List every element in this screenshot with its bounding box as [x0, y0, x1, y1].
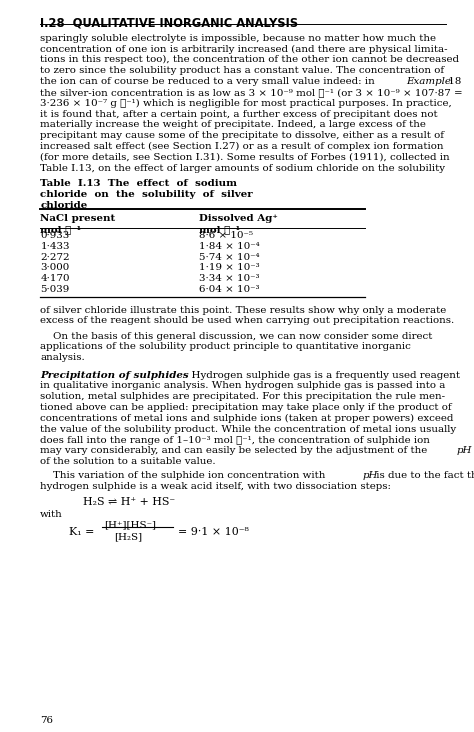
- Text: 1·19 × 10⁻³: 1·19 × 10⁻³: [199, 264, 260, 272]
- Text: This variation of the sulphide ion concentration with: This variation of the sulphide ion conce…: [40, 471, 329, 480]
- Text: Table I.13, on the effect of larger amounts of sodium chloride on the solubility: Table I.13, on the effect of larger amou…: [40, 164, 445, 173]
- Text: = 9·1 × 10⁻⁸: = 9·1 × 10⁻⁸: [178, 526, 249, 537]
- Text: analysis.: analysis.: [40, 354, 85, 362]
- Text: 3·34 × 10⁻³: 3·34 × 10⁻³: [199, 274, 260, 283]
- Text: Hydrogen sulphide gas is a frequently used reagent: Hydrogen sulphide gas is a frequently us…: [184, 370, 460, 380]
- Text: Table  I.13  The  effect  of  sodium: Table I.13 The effect of sodium: [40, 179, 237, 188]
- Text: hydrogen sulphide is a weak acid itself, with two dissociation steps:: hydrogen sulphide is a weak acid itself,…: [40, 482, 392, 491]
- Text: 5·039: 5·039: [40, 285, 70, 294]
- Text: may vary considerably, and can easily be selected by the adjustment of the: may vary considerably, and can easily be…: [40, 447, 431, 455]
- Text: NaCl present: NaCl present: [40, 214, 116, 223]
- Text: pH: pH: [456, 447, 472, 455]
- Text: mol ℓ⁻¹: mol ℓ⁻¹: [199, 225, 240, 234]
- Text: mol ℓ⁻¹: mol ℓ⁻¹: [40, 225, 82, 234]
- Text: H₂S ⇌ H⁺ + HS⁻: H₂S ⇌ H⁺ + HS⁻: [83, 497, 175, 507]
- Text: solution, metal sulphides are precipitated. For this precipitation the rule men-: solution, metal sulphides are precipitat…: [40, 392, 446, 401]
- Text: to zero since the solubility product has a constant value. The concentration of: to zero since the solubility product has…: [40, 66, 445, 75]
- Text: 1·433: 1·433: [40, 242, 70, 250]
- Text: the silver-ion concentration is as low as 3 × 10⁻⁹ mol ℓ⁻¹ (or 3 × 10⁻⁹ × 107·87: the silver-ion concentration is as low a…: [40, 88, 463, 97]
- Text: Dissolved Ag⁺: Dissolved Ag⁺: [199, 214, 278, 223]
- Text: tioned above can be applied: precipitation may take place only if the product of: tioned above can be applied: precipitati…: [40, 403, 452, 412]
- Text: is due to the fact that: is due to the fact that: [374, 471, 474, 480]
- Text: 6·04 × 10⁻³: 6·04 × 10⁻³: [199, 285, 260, 294]
- Text: 3·000: 3·000: [40, 264, 70, 272]
- Text: 1·84 × 10⁻⁴: 1·84 × 10⁻⁴: [199, 242, 260, 250]
- Text: concentrations of metal ions and sulphide ions (taken at proper powers) exceed: concentrations of metal ions and sulphid…: [40, 414, 454, 423]
- Text: 8·6 × 10⁻⁵: 8·6 × 10⁻⁵: [199, 231, 253, 240]
- Text: On the basis of this general discussion, we can now consider some direct: On the basis of this general discussion,…: [40, 332, 433, 340]
- Text: of silver chloride illustrate this point. These results show why only a moderate: of silver chloride illustrate this point…: [40, 305, 447, 315]
- Text: Example: Example: [407, 77, 452, 86]
- Text: the value of the solubility product. While the concentration of metal ions usual: the value of the solubility product. Whi…: [40, 425, 456, 434]
- Text: Precipitation of sulphides: Precipitation of sulphides: [40, 370, 189, 380]
- Text: 5·74 × 10⁻⁴: 5·74 × 10⁻⁴: [199, 253, 260, 261]
- Text: it is found that, after a certain point, a further excess of precipitant does no: it is found that, after a certain point,…: [40, 110, 438, 119]
- Text: 0·933: 0·933: [40, 231, 70, 240]
- Text: of the solution to a suitable value.: of the solution to a suitable value.: [40, 458, 216, 466]
- Text: precipitant may cause some of the precipitate to dissolve, either as a result of: precipitant may cause some of the precip…: [40, 131, 444, 140]
- Text: sparingly soluble electrolyte is impossible, because no matter how much the: sparingly soluble electrolyte is impossi…: [40, 34, 436, 42]
- Text: 2·272: 2·272: [40, 253, 70, 261]
- Text: the ion can of course be reduced to a very small value indeed: in: the ion can of course be reduced to a ve…: [40, 77, 378, 86]
- Text: materially increase the weight of precipitate. Indeed, a large excess of the: materially increase the weight of precip…: [40, 120, 426, 130]
- Text: with: with: [40, 510, 63, 519]
- Text: increased salt effect (see Section I.27) or as a result of complex ion formation: increased salt effect (see Section I.27)…: [40, 142, 444, 151]
- Text: 3·236 × 10⁻⁷ g ℓ⁻¹) which is negligible for most practical purposes. In practice: 3·236 × 10⁻⁷ g ℓ⁻¹) which is negligible …: [40, 99, 452, 108]
- Text: [H⁺][HS⁻]: [H⁺][HS⁻]: [104, 520, 156, 530]
- Text: 4·170: 4·170: [40, 274, 70, 283]
- Text: [H₂S]: [H₂S]: [114, 533, 142, 542]
- Text: does fall into the range of 1–10⁻³ mol ℓ⁻¹, the concentration of sulphide ion: does fall into the range of 1–10⁻³ mol ℓ…: [40, 436, 430, 444]
- Text: 18: 18: [446, 77, 462, 86]
- Text: excess of the reagent should be used when carrying out precipitation reactions.: excess of the reagent should be used whe…: [40, 316, 455, 326]
- Text: pH: pH: [362, 471, 378, 480]
- Text: in qualitative inorganic analysis. When hydrogen sulphide gas is passed into a: in qualitative inorganic analysis. When …: [40, 381, 446, 390]
- Text: chloride  on  the  solubility  of  silver: chloride on the solubility of silver: [40, 190, 253, 198]
- Text: (for more details, see Section I.31). Some results of Forbes (1911), collected i: (for more details, see Section I.31). So…: [40, 153, 450, 162]
- Text: 76: 76: [40, 716, 53, 725]
- Text: I.28  QUALITATIVE INORGANIC ANALYSIS: I.28 QUALITATIVE INORGANIC ANALYSIS: [40, 16, 299, 29]
- Text: chloride: chloride: [40, 201, 88, 209]
- Text: concentration of one ion is arbitrarily increased (and there are physical limita: concentration of one ion is arbitrarily …: [40, 45, 448, 53]
- Text: K₁ =: K₁ =: [69, 526, 94, 537]
- Text: applications of the solubility product principle to quantitative inorganic: applications of the solubility product p…: [40, 343, 411, 351]
- Text: tions in this respect too), the concentration of the other ion cannot be decreas: tions in this respect too), the concentr…: [40, 56, 459, 64]
